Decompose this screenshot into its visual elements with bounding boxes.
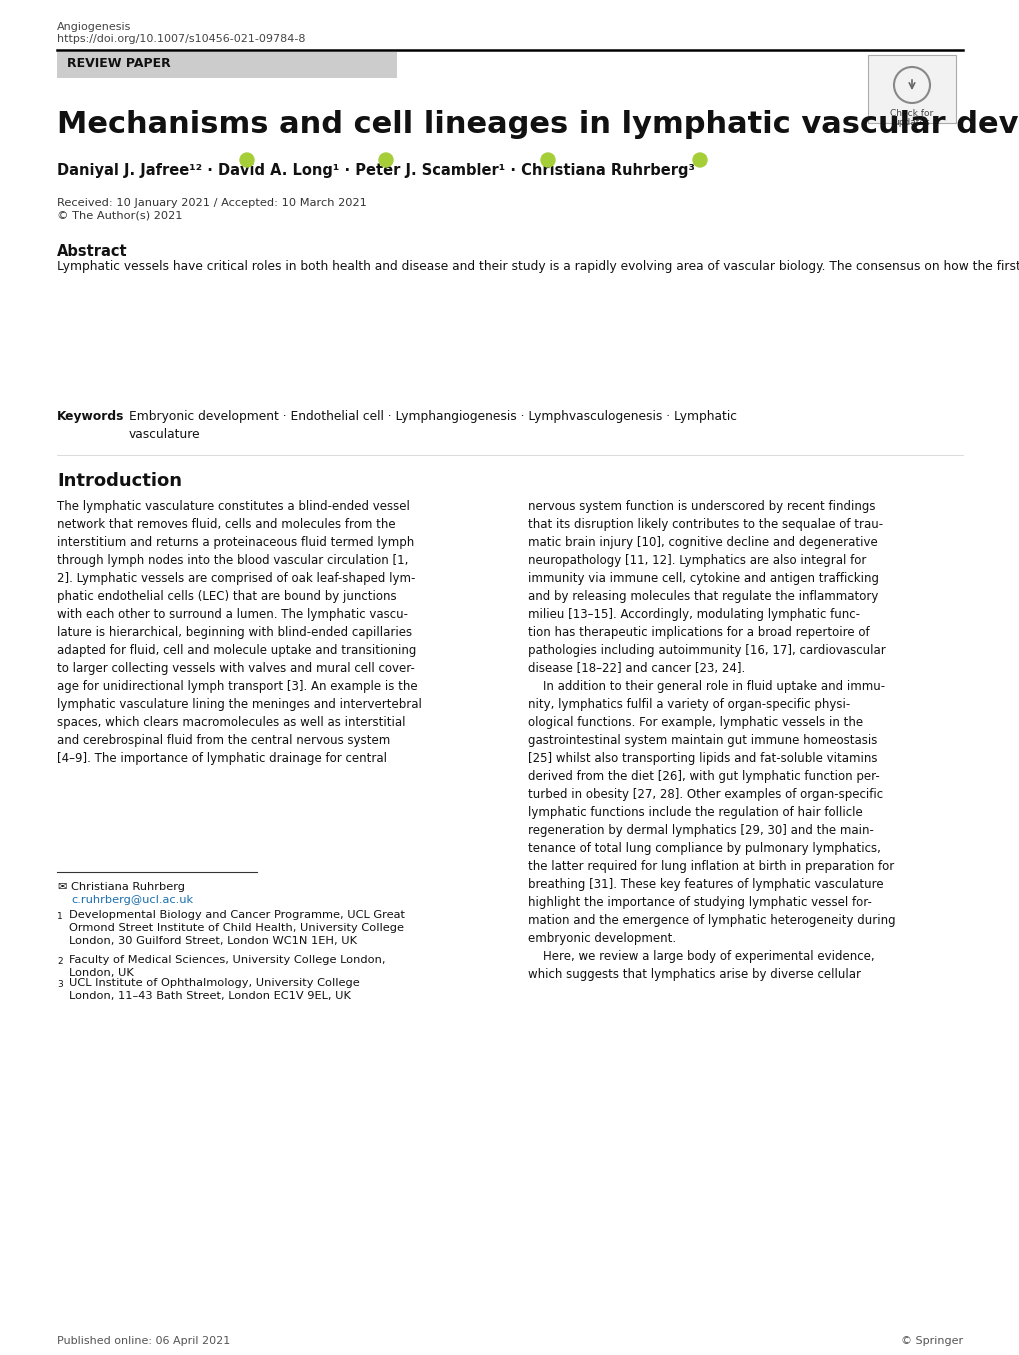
Text: Check for: Check for	[890, 108, 932, 118]
Text: iD: iD	[244, 154, 251, 160]
Text: REVIEW PAPER: REVIEW PAPER	[67, 57, 170, 70]
Text: iD: iD	[696, 154, 703, 160]
Text: iD: iD	[544, 154, 551, 160]
Circle shape	[379, 153, 392, 167]
Text: 1: 1	[57, 912, 63, 921]
Text: ✉: ✉	[57, 882, 66, 892]
Text: Faculty of Medical Sciences, University College London,
London, UK: Faculty of Medical Sciences, University …	[69, 955, 385, 978]
Text: Christiana Ruhrberg: Christiana Ruhrberg	[71, 882, 184, 892]
Circle shape	[692, 153, 706, 167]
Text: updates: updates	[893, 118, 929, 127]
Text: The lymphatic vasculature constitutes a blind-ended vessel
network that removes : The lymphatic vasculature constitutes a …	[57, 500, 422, 766]
Text: 3: 3	[57, 980, 63, 989]
Text: Introduction: Introduction	[57, 472, 181, 491]
Circle shape	[540, 153, 554, 167]
Text: Keywords: Keywords	[57, 411, 124, 423]
Bar	[57, 51, 396, 79]
Text: Published online: 06 April 2021: Published online: 06 April 2021	[57, 1336, 230, 1346]
Text: Angiogenesis: Angiogenesis	[57, 22, 131, 33]
Text: Received: 10 January 2021 / Accepted: 10 March 2021: Received: 10 January 2021 / Accepted: 10…	[57, 198, 367, 209]
Text: © The Author(s) 2021: © The Author(s) 2021	[57, 211, 182, 221]
Text: iD: iD	[382, 154, 389, 160]
Circle shape	[239, 153, 254, 167]
Text: Abstract: Abstract	[57, 244, 127, 259]
Text: © Springer: © Springer	[900, 1336, 962, 1346]
Bar	[867, 56, 955, 123]
Text: UCL Institute of Ophthalmology, University College
London, 11–43 Bath Street, Lo: UCL Institute of Ophthalmology, Universi…	[69, 978, 360, 1001]
Text: Lymphatic vessels have critical roles in both health and disease and their study: Lymphatic vessels have critical roles in…	[57, 260, 1019, 272]
Text: Mechanisms and cell lineages in lymphatic vascular development: Mechanisms and cell lineages in lymphati…	[57, 110, 1019, 140]
Text: Developmental Biology and Cancer Programme, UCL Great
Ormond Street Institute of: Developmental Biology and Cancer Program…	[69, 911, 405, 946]
Text: nervous system function is underscored by recent findings
that its disruption li: nervous system function is underscored b…	[528, 500, 895, 981]
Text: Daniyal J. Jafree¹² · David A. Long¹ · Peter J. Scambler¹ · Christiana Ruhrberg³: Daniyal J. Jafree¹² · David A. Long¹ · P…	[57, 163, 694, 178]
Text: Embryonic development · Endothelial cell · Lymphangiogenesis · Lymphvasculogenes: Embryonic development · Endothelial cell…	[128, 411, 737, 442]
Text: c.ruhrberg@ucl.ac.uk: c.ruhrberg@ucl.ac.uk	[71, 896, 193, 905]
Text: 2: 2	[57, 957, 62, 966]
Text: https://doi.org/10.1007/s10456-021-09784-8: https://doi.org/10.1007/s10456-021-09784…	[57, 34, 306, 43]
